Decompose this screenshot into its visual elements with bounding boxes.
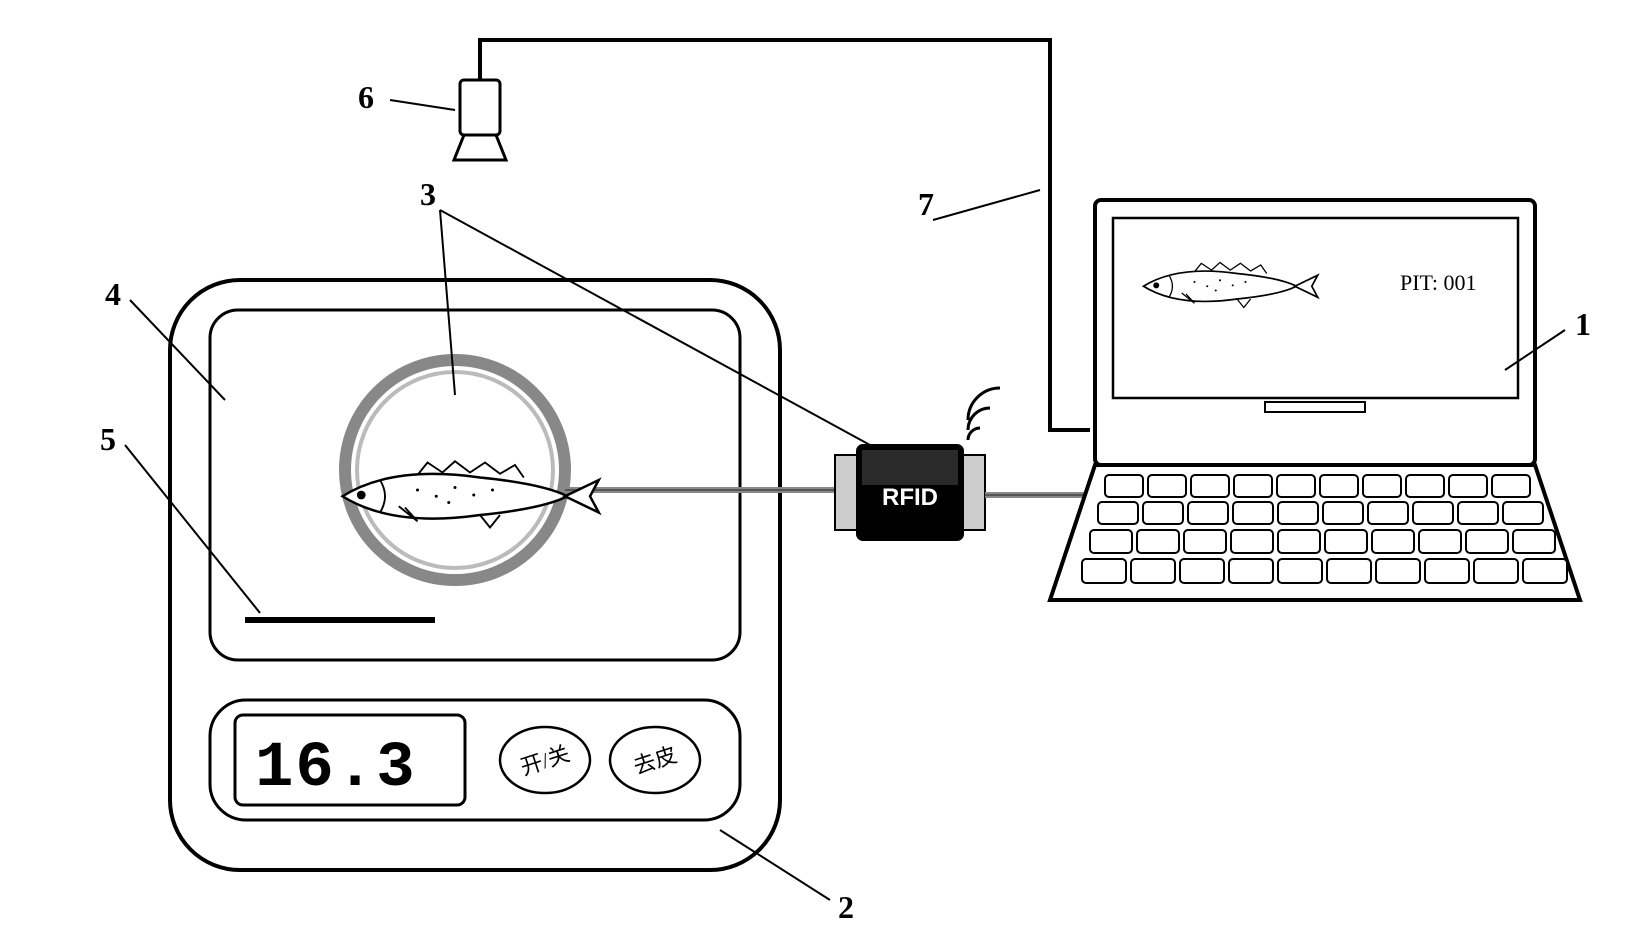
rfid-label: RFID — [882, 484, 938, 511]
laptop-pit-label: PIT: 001 — [1400, 270, 1477, 295]
rfid-signal-icon — [968, 388, 1000, 440]
diagram-root: 16.3 开/关 去皮 RFID — [0, 0, 1651, 929]
laptop-screen — [1113, 218, 1518, 398]
label-1: 1 — [1575, 306, 1591, 342]
scale-device: 16.3 开/关 去皮 — [170, 280, 780, 870]
scale-display-value: 16.3 — [255, 733, 417, 805]
label-4: 4 — [105, 276, 121, 312]
laptop: PIT: 001 — [1050, 200, 1580, 600]
label-5: 5 — [100, 421, 116, 457]
label-7: 7 — [918, 186, 934, 222]
label-2: 2 — [838, 889, 854, 925]
rfid-reader: RFID — [835, 388, 1000, 540]
diagram-svg: 16.3 开/关 去皮 RFID — [0, 0, 1651, 929]
label-3: 3 — [420, 176, 436, 212]
label-6: 6 — [358, 79, 374, 115]
